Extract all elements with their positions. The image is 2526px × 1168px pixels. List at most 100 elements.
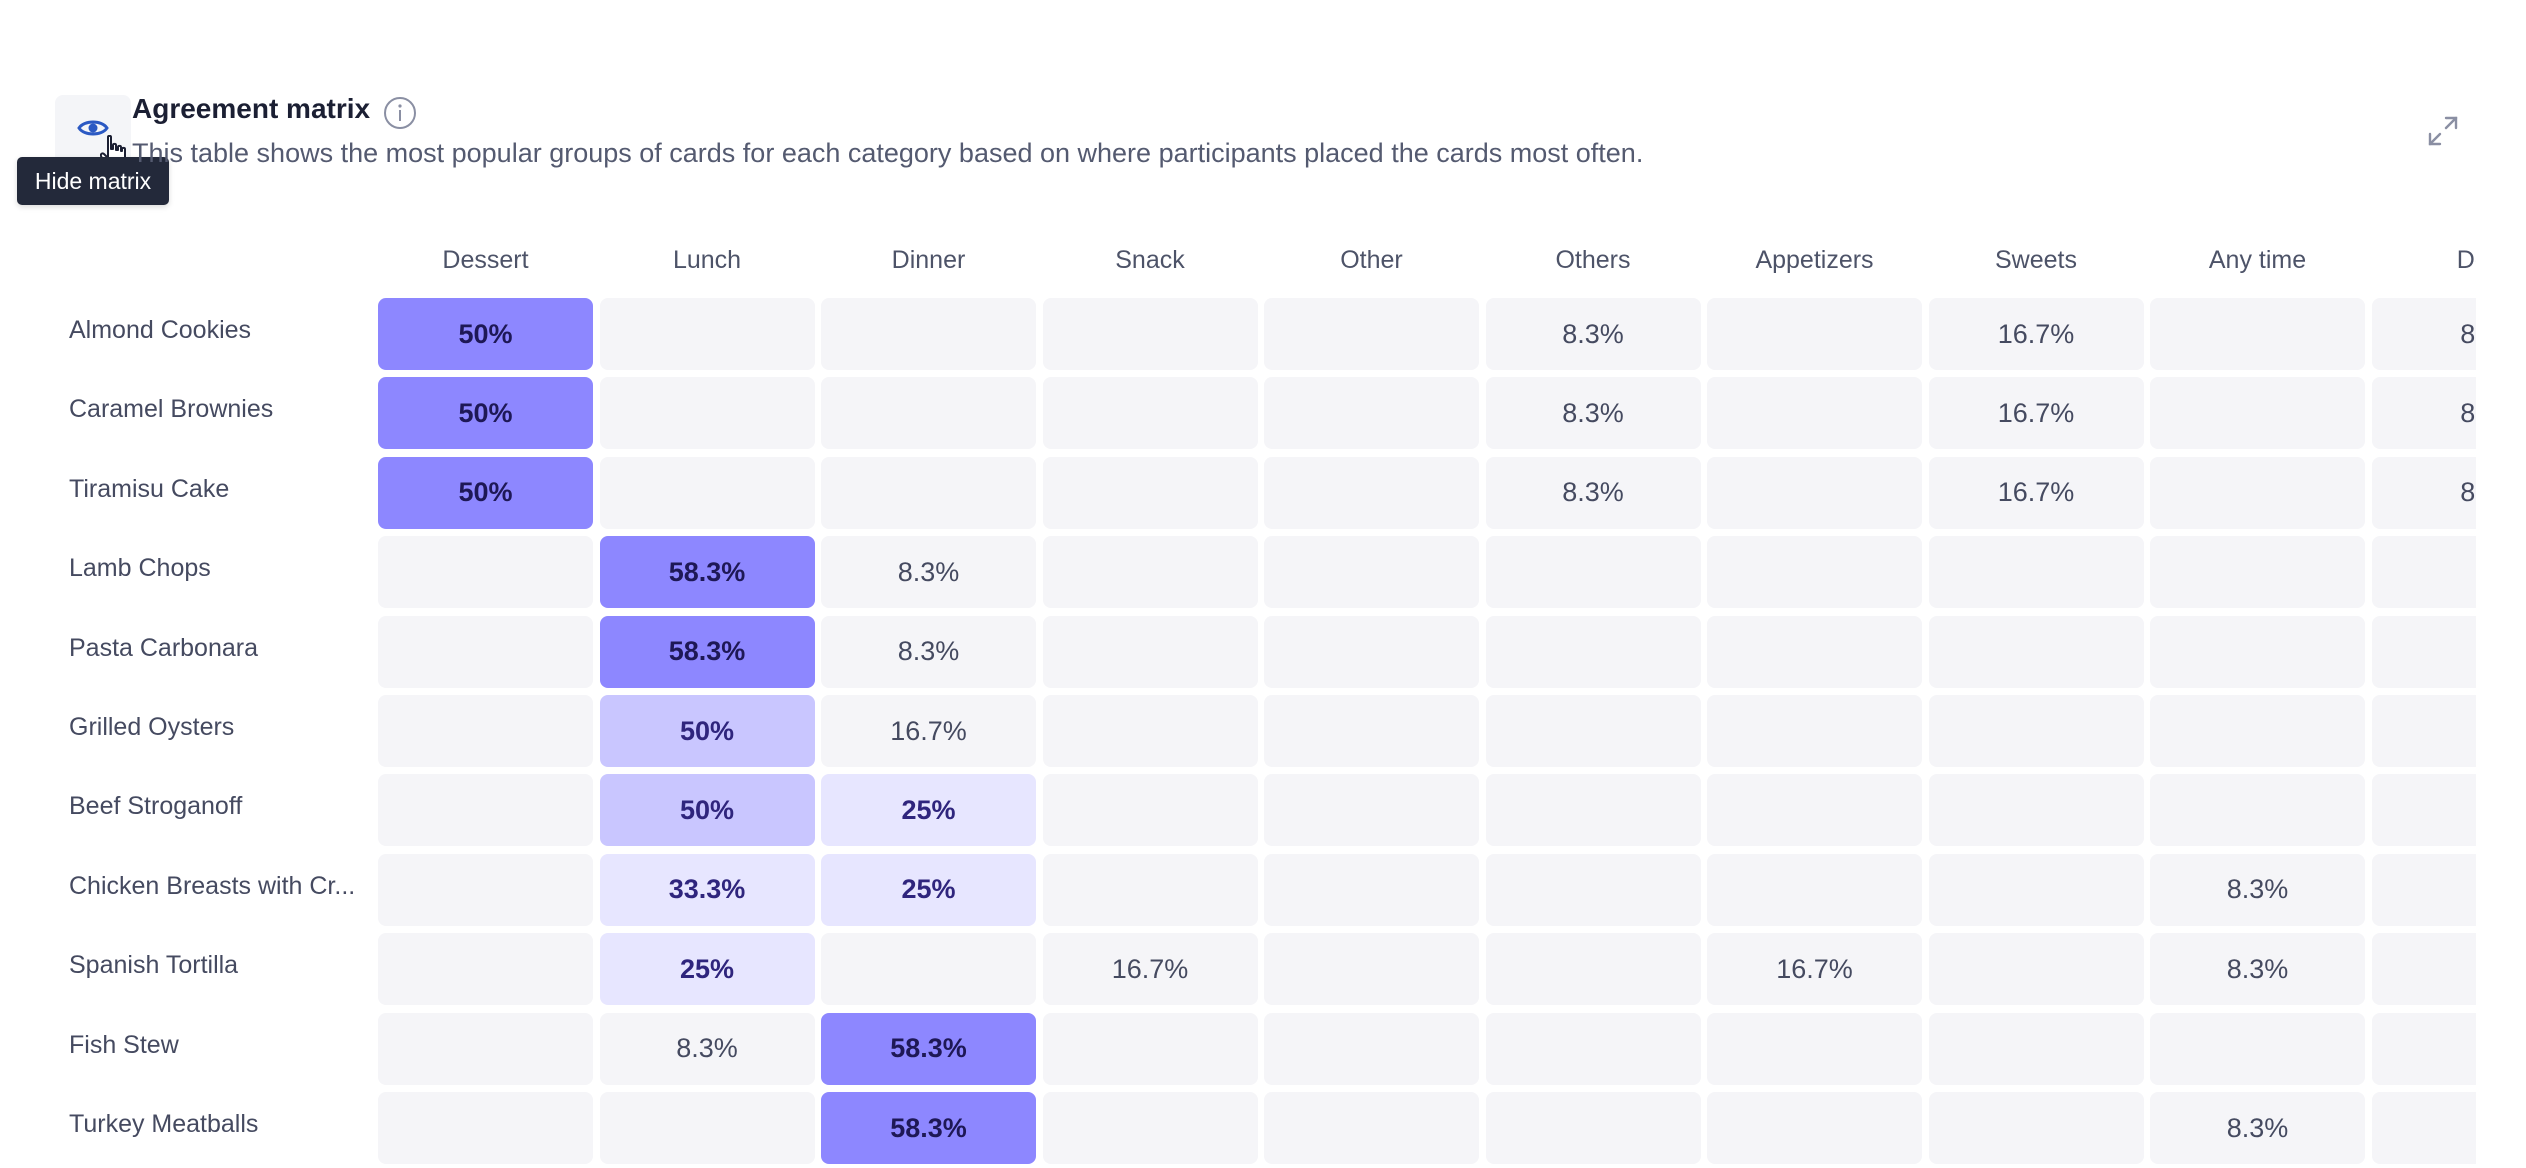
matrix-cell[interactable] [378, 1012, 593, 1085]
matrix-cell[interactable]: 25% [821, 853, 1036, 926]
matrix-cell[interactable] [1485, 695, 1701, 767]
matrix-cell[interactable] [2371, 695, 2476, 767]
expand-icon[interactable] [2426, 114, 2460, 148]
matrix-cell[interactable] [1928, 933, 2144, 1006]
matrix-cell[interactable]: 16.7% [821, 695, 1036, 767]
matrix-cell[interactable]: 58.3% [821, 1092, 1036, 1164]
matrix-cell[interactable]: 58.3% [821, 1012, 1036, 1085]
matrix-cell[interactable]: 8.3% [2150, 853, 2365, 926]
matrix-cell[interactable] [1264, 933, 1479, 1006]
matrix-cell[interactable]: 33.3% [599, 853, 815, 926]
matrix-cell[interactable] [1042, 774, 1258, 847]
matrix-cell[interactable] [1264, 695, 1479, 767]
matrix-cell[interactable]: 50% [599, 774, 815, 847]
matrix-cell[interactable] [599, 377, 815, 450]
matrix-cell[interactable] [1264, 536, 1479, 609]
matrix-cell[interactable]: 16.7% [1928, 456, 2144, 529]
matrix-cell[interactable]: 8.3 [2371, 456, 2476, 529]
matrix-cell[interactable]: 25% [599, 933, 815, 1006]
matrix-cell[interactable]: 8.3% [599, 1012, 815, 1085]
matrix-cell[interactable]: 50% [599, 695, 815, 767]
matrix-cell[interactable] [1485, 933, 1701, 1006]
matrix-cell[interactable]: 16.7% [1707, 933, 1922, 1006]
matrix-cell[interactable]: 8.3% [1485, 456, 1701, 529]
matrix-cell[interactable] [599, 298, 815, 370]
matrix-cell[interactable] [1928, 853, 2144, 926]
matrix-cell[interactable] [2371, 536, 2476, 609]
matrix-cell[interactable] [1485, 536, 1701, 609]
matrix-cell[interactable] [1264, 774, 1479, 847]
matrix-cell[interactable]: 8.3 [2371, 298, 2476, 370]
matrix-cell[interactable] [821, 456, 1036, 529]
matrix-cell[interactable] [1707, 456, 1922, 529]
matrix-cell[interactable] [1707, 536, 1922, 609]
matrix-cell[interactable] [1707, 774, 1922, 847]
matrix-cell[interactable] [2150, 377, 2365, 450]
matrix-cell[interactable] [2371, 1092, 2476, 1164]
matrix-cell[interactable]: 8.3% [1485, 377, 1701, 450]
matrix-cell[interactable] [1707, 1092, 1922, 1164]
matrix-cell[interactable] [1264, 1012, 1479, 1085]
matrix-cell[interactable]: 8.3% [821, 536, 1036, 609]
matrix-cell[interactable] [1042, 695, 1258, 767]
matrix-cell[interactable] [2150, 536, 2365, 609]
matrix-cell[interactable] [821, 933, 1036, 1006]
matrix-cell[interactable] [2150, 615, 2365, 688]
matrix-cell[interactable]: 16.7% [1042, 933, 1258, 1006]
matrix-cell[interactable] [599, 456, 815, 529]
matrix-cell[interactable] [1264, 377, 1479, 450]
matrix-cell[interactable] [2371, 933, 2476, 1006]
matrix-cell[interactable] [1264, 853, 1479, 926]
matrix-cell[interactable] [378, 695, 593, 767]
matrix-cell[interactable] [1707, 1012, 1922, 1085]
matrix-cell[interactable]: 58.3% [599, 536, 815, 609]
matrix-cell[interactable] [2371, 1012, 2476, 1085]
matrix-cell[interactable] [2371, 853, 2476, 926]
matrix-cell[interactable] [1485, 774, 1701, 847]
matrix-cell[interactable] [1928, 695, 2144, 767]
matrix-cell[interactable] [1042, 1092, 1258, 1164]
matrix-cell[interactable] [378, 853, 593, 926]
matrix-cell[interactable] [2150, 1012, 2365, 1085]
matrix-cell[interactable]: 50% [378, 377, 593, 450]
matrix-cell[interactable] [1928, 1092, 2144, 1164]
matrix-cell[interactable] [2150, 456, 2365, 529]
matrix-cell[interactable]: 16.7% [1928, 377, 2144, 450]
matrix-cell[interactable]: 58.3% [599, 615, 815, 688]
matrix-cell[interactable]: 8.3% [2150, 1092, 2365, 1164]
matrix-cell[interactable] [2150, 774, 2365, 847]
matrix-cell[interactable] [378, 774, 593, 847]
matrix-cell[interactable] [378, 615, 593, 688]
matrix-cell[interactable] [2150, 298, 2365, 370]
matrix-cell[interactable] [1928, 536, 2144, 609]
matrix-cell[interactable] [2371, 615, 2476, 688]
matrix-cell[interactable] [1264, 456, 1479, 529]
matrix-cell[interactable]: 8.3% [1485, 298, 1701, 370]
matrix-cell[interactable] [378, 536, 593, 609]
matrix-cell[interactable] [1042, 298, 1258, 370]
matrix-cell[interactable] [1264, 1092, 1479, 1164]
matrix-cell[interactable] [821, 377, 1036, 450]
matrix-cell[interactable] [2150, 695, 2365, 767]
matrix-cell[interactable] [1928, 774, 2144, 847]
matrix-cell[interactable] [1042, 1012, 1258, 1085]
matrix-cell[interactable] [1485, 1012, 1701, 1085]
matrix-cell[interactable] [1707, 377, 1922, 450]
matrix-cell[interactable]: 50% [378, 456, 593, 529]
matrix-cell[interactable] [1042, 853, 1258, 926]
matrix-cell[interactable]: 25% [821, 774, 1036, 847]
matrix-cell[interactable] [1928, 615, 2144, 688]
matrix-cell[interactable] [1042, 615, 1258, 688]
matrix-cell[interactable]: 50% [378, 298, 593, 370]
matrix-cell[interactable] [1042, 456, 1258, 529]
matrix-cell[interactable] [1042, 377, 1258, 450]
matrix-cell[interactable]: 16.7% [1928, 298, 2144, 370]
matrix-cell[interactable] [821, 298, 1036, 370]
matrix-cell[interactable] [599, 1092, 815, 1164]
matrix-cell[interactable] [378, 1092, 593, 1164]
matrix-cell[interactable] [1042, 536, 1258, 609]
matrix-cell[interactable] [1485, 1092, 1701, 1164]
matrix-cell[interactable] [1485, 853, 1701, 926]
matrix-cell[interactable] [378, 933, 593, 1006]
matrix-cell[interactable] [1264, 615, 1479, 688]
